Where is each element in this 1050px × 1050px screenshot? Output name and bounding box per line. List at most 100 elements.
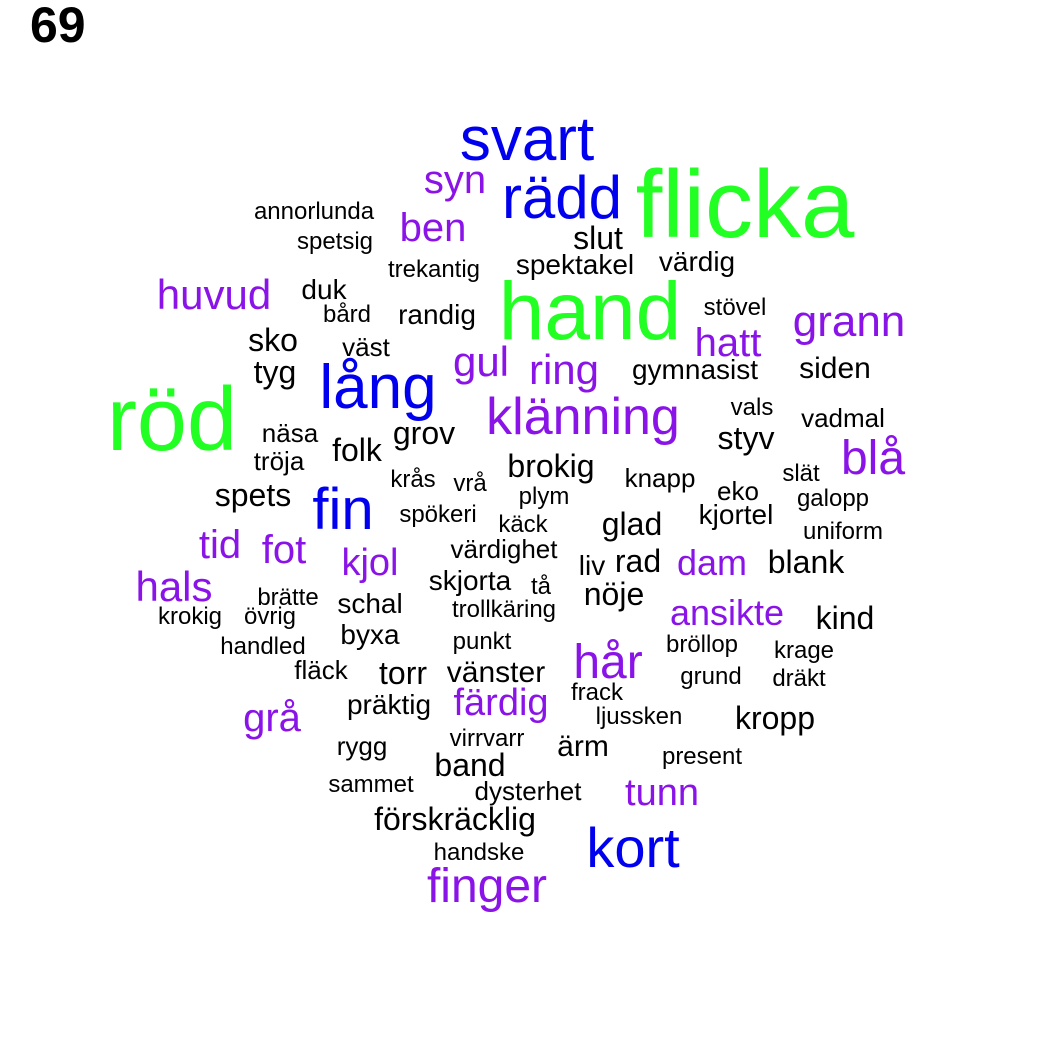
word-glad: glad xyxy=(601,506,663,542)
word-handled: handled xyxy=(220,633,306,660)
word-tå: tå xyxy=(530,573,552,600)
word-rädd: rädd xyxy=(501,164,623,231)
word-dysterhet: dysterhet xyxy=(474,776,582,806)
word-sammet: sammet xyxy=(328,771,414,798)
word-hår: hår xyxy=(573,636,643,689)
word-blank: blank xyxy=(767,544,845,580)
word-ärm: ärm xyxy=(557,730,609,763)
word-uniform: uniform xyxy=(802,518,884,545)
word-kropp: kropp xyxy=(734,700,816,736)
word-grund: grund xyxy=(680,663,742,690)
word-hatt: hatt xyxy=(694,321,762,365)
word-lång: lång xyxy=(319,353,437,422)
word-förskräcklig: förskräcklig xyxy=(374,801,536,837)
word-nöje: nöje xyxy=(583,576,645,612)
word-skjorta: skjorta xyxy=(428,565,512,596)
word-färdig: färdig xyxy=(453,682,549,724)
word-styv: styv xyxy=(717,420,775,456)
word-kjol: kjol xyxy=(341,542,399,584)
word-rad: rad xyxy=(614,543,662,579)
word-slät: slät xyxy=(782,460,820,487)
word-spetsig: spetsig xyxy=(296,228,374,255)
word-gul: gul xyxy=(452,338,510,385)
word-spets: spets xyxy=(214,477,292,513)
word-spektakel: spektakel xyxy=(515,249,635,280)
word-band: band xyxy=(434,747,506,783)
word-bård: bård xyxy=(322,301,372,328)
word-tid: tid xyxy=(198,523,242,567)
word-punkt: punkt xyxy=(452,628,512,655)
word-hals: hals xyxy=(135,563,213,610)
word-present: present xyxy=(661,743,743,770)
word-virrvarr: virrvarr xyxy=(449,725,525,752)
word-flicka: flicka xyxy=(635,151,855,258)
word-frack: frack xyxy=(570,679,624,706)
word-tröja: tröja xyxy=(253,446,305,476)
word-annorlunda: annorlunda xyxy=(253,198,375,225)
word-krås: krås xyxy=(390,466,436,493)
word-galopp: galopp xyxy=(796,485,870,512)
word-fin: fin xyxy=(312,477,374,542)
word-klänning: klänning xyxy=(486,388,680,446)
word-svart: svart xyxy=(459,105,595,174)
word-käck: käck xyxy=(498,511,548,538)
word-vals: vals xyxy=(730,394,774,421)
word-värdighet: värdighet xyxy=(450,534,558,564)
word-dam: dam xyxy=(676,542,748,583)
word-ljussken: ljussken xyxy=(595,703,683,730)
word-kjortel: kjortel xyxy=(698,499,774,530)
word-spökeri: spökeri xyxy=(399,501,477,528)
word-sko: sko xyxy=(248,322,298,358)
word-eko: eko xyxy=(717,476,759,506)
word-väst: väst xyxy=(342,332,390,362)
word-dräkt: dräkt xyxy=(772,665,826,692)
word-grann: grann xyxy=(792,297,906,346)
word-tunn: tunn xyxy=(625,772,699,814)
word-knapp: knapp xyxy=(624,463,696,493)
word-bröllop: bröllop xyxy=(665,631,739,658)
word-handske: handske xyxy=(433,839,525,866)
word-krokig: krokig xyxy=(157,603,223,630)
word-siden: siden xyxy=(799,352,871,385)
word-fot: fot xyxy=(261,528,307,572)
word-grov: grov xyxy=(392,415,456,451)
word-ansikte: ansikte xyxy=(669,592,785,633)
word-ben: ben xyxy=(399,206,467,250)
word-ring: ring xyxy=(528,346,600,393)
word-rygg: rygg xyxy=(336,731,388,761)
word-torr: torr xyxy=(379,655,427,691)
word-kind: kind xyxy=(815,600,875,636)
word-näsa: näsa xyxy=(261,418,319,448)
word-plym: plym xyxy=(518,483,570,510)
word-hand: hand xyxy=(498,266,682,357)
word-vrå: vrå xyxy=(453,470,487,497)
word-brokig: brokig xyxy=(507,448,595,484)
word-schal: schal xyxy=(337,588,403,619)
word-brätte: brätte xyxy=(257,584,319,611)
word-vänster: vänster xyxy=(446,656,546,689)
word-krage: krage xyxy=(773,637,835,664)
word-stövel: stövel xyxy=(703,294,767,321)
word-röd: röd xyxy=(106,370,238,470)
word-vadmal: vadmal xyxy=(801,403,885,433)
word-värdig: värdig xyxy=(658,246,736,277)
word-duk: duk xyxy=(301,274,347,305)
word-övrig: övrig xyxy=(243,603,297,630)
word-huvud: huvud xyxy=(156,271,272,318)
word-tyg: tyg xyxy=(253,354,297,390)
word-gymnasist: gymnasist xyxy=(631,354,759,385)
word-randig: randig xyxy=(398,299,476,330)
word-liv: liv xyxy=(578,550,606,581)
word-finger: finger xyxy=(426,860,548,913)
word-trollkäring: trollkäring xyxy=(451,596,557,623)
word-kort: kort xyxy=(586,816,680,879)
word-byxa: byxa xyxy=(340,619,400,650)
word-syn: syn xyxy=(423,158,487,202)
word-grå: grå xyxy=(243,696,301,740)
page-number: 69 xyxy=(30,0,86,53)
word-präktig: präktig xyxy=(346,689,432,720)
word-fläck: fläck xyxy=(294,655,348,685)
word-slut: slut xyxy=(573,220,623,256)
word-folk: folk xyxy=(332,432,382,468)
